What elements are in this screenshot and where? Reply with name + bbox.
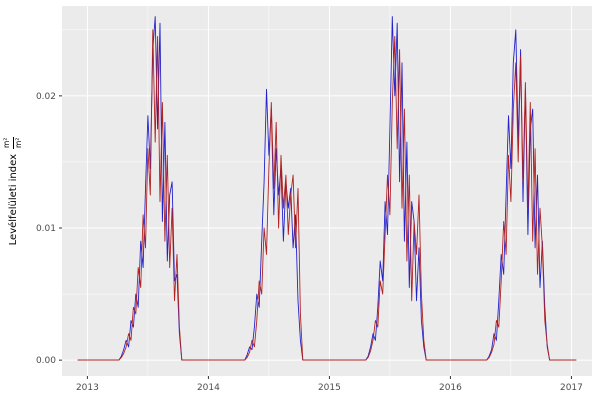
x-tick-label: 2015 (318, 383, 341, 393)
panel-background (62, 6, 592, 376)
x-tick-label: 2014 (197, 383, 220, 393)
x-tick-label: 2017 (560, 383, 583, 393)
y-axis-label-fraction: m² m² (2, 136, 23, 149)
x-tick-label: 2013 (76, 383, 99, 393)
y-tick-label: 0.00 (36, 356, 56, 366)
red-line (77, 29, 577, 361)
y-tick-label: 0.01 (36, 224, 56, 234)
x-tick-label: 2016 (439, 383, 462, 393)
y-axis-label-text: Levélfelületi index (7, 153, 19, 246)
fraction-numerator: m² (2, 136, 14, 149)
y-tick-label: 0.02 (36, 92, 56, 102)
fraction-denominator: m² (13, 137, 23, 148)
y-axis-label: Levélfelületi index m² m² (2, 11, 23, 371)
